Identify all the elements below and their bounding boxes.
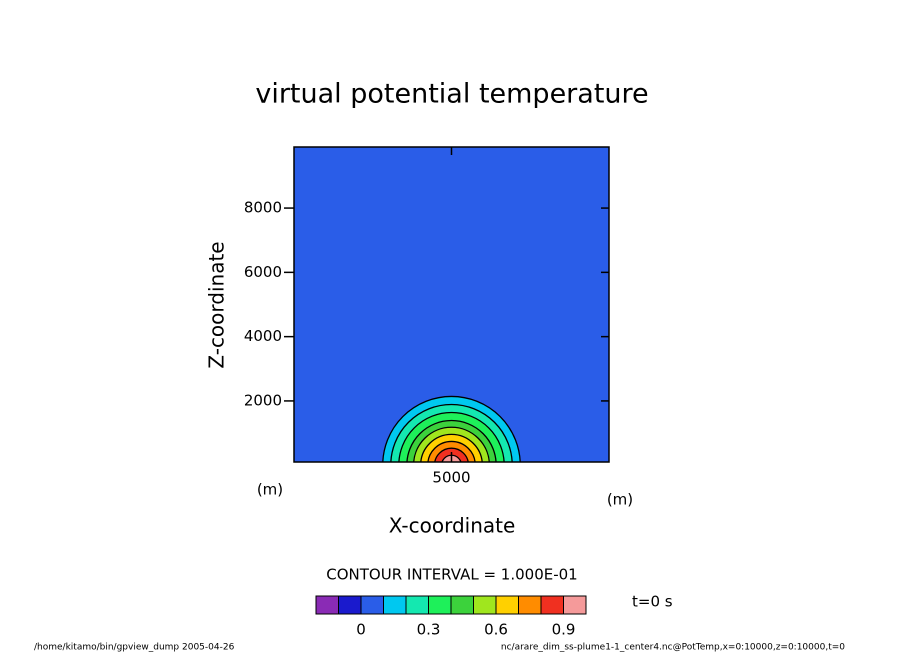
plot-area: [294, 147, 609, 462]
contour-line: [390, 403, 513, 462]
contour-line: [413, 426, 490, 462]
colorbar-box: [495, 595, 519, 615]
colorbar-box: [360, 595, 384, 615]
time-label: t=0 s: [632, 593, 673, 611]
colorbar-box: [518, 595, 542, 615]
colorbar-tick-label: 0: [356, 621, 366, 639]
colorbar-box: [450, 595, 474, 615]
y-axis-label: Z-coordinate: [205, 241, 229, 368]
contour-line: [382, 395, 521, 462]
chart-title: virtual potential temperature: [255, 79, 648, 110]
contour-line: [427, 440, 476, 462]
y-tick-label: 8000: [244, 199, 282, 217]
contour-line: [420, 433, 483, 462]
contour-line: [434, 447, 469, 462]
y-tick-label: 6000: [244, 263, 282, 281]
footer-right: nc/arare_dim_ss-plume1-1_center4.nc@PotT…: [501, 643, 845, 653]
colorbar-tick-label: 0.3: [417, 621, 441, 639]
colorbar-box: [383, 595, 407, 615]
x-tick-label: 5000: [432, 469, 470, 487]
y-tick-label: 2000: [244, 391, 282, 409]
y-unit: (m): [257, 481, 283, 499]
colorbar-box: [405, 595, 429, 615]
colorbar-box: [563, 595, 587, 615]
contour-interval: CONTOUR INTERVAL = 1.000E-01: [326, 566, 577, 584]
contour-line: [398, 411, 505, 462]
contour-line: [406, 419, 497, 462]
colorbar-box: [540, 595, 564, 615]
colorbar-tick-label: 0.6: [484, 621, 508, 639]
footer-left: /home/kitamo/bin/gpview_dump 2005-04-26: [34, 643, 235, 653]
colorbar-box: [473, 595, 497, 615]
colorbar-box: [315, 595, 339, 615]
x-axis-label: X-coordinate: [389, 514, 516, 538]
colorbar-tick-label: 0.9: [552, 621, 576, 639]
colorbar-box: [338, 595, 362, 615]
x-unit: (m): [607, 491, 633, 509]
colorbar-box: [428, 595, 452, 615]
y-tick-label: 4000: [244, 327, 282, 345]
